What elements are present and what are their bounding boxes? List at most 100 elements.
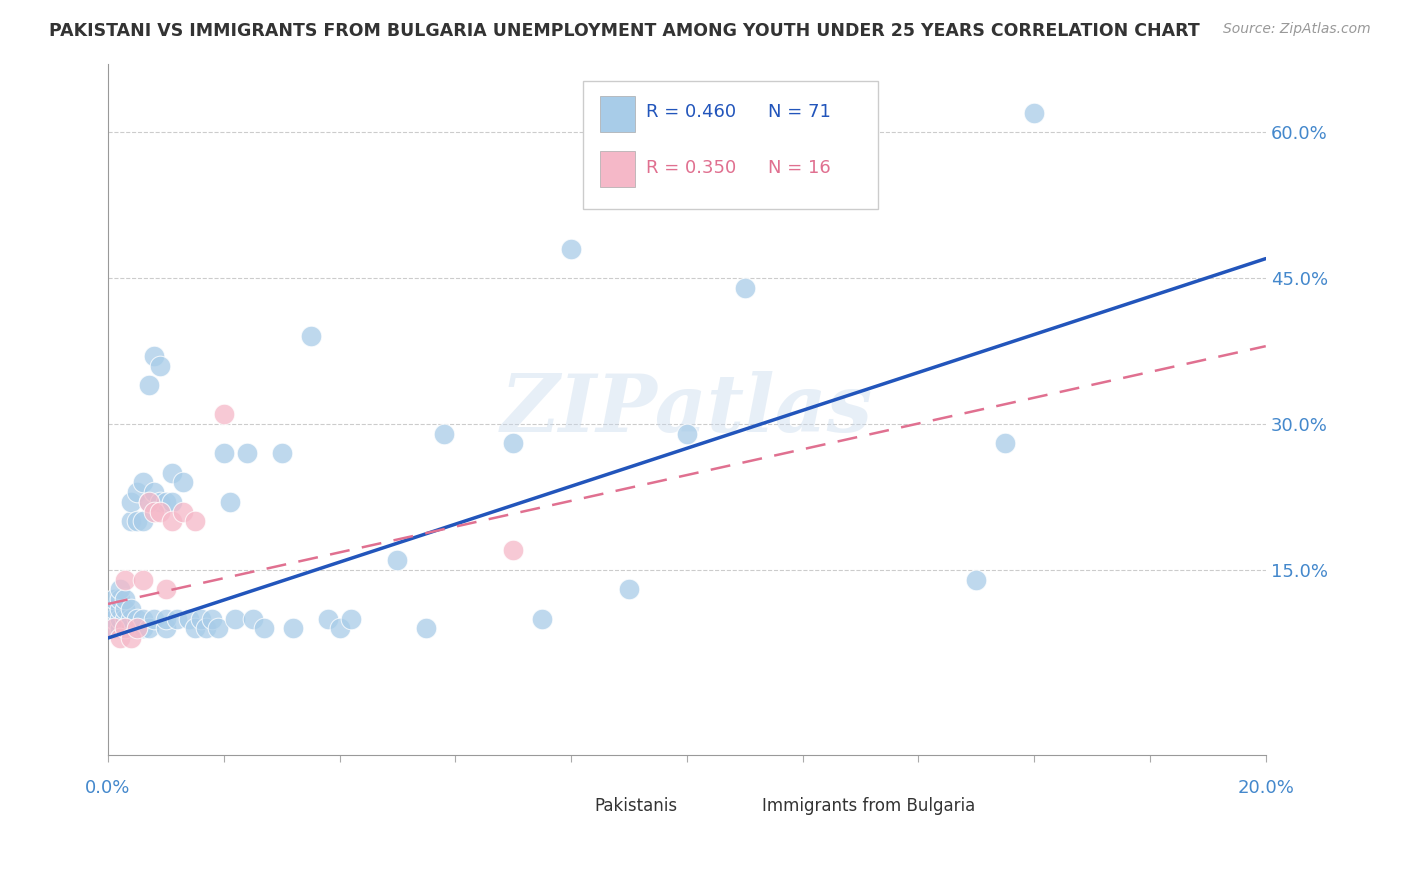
Point xyxy=(120,621,142,635)
Point xyxy=(172,475,194,490)
Point xyxy=(190,611,212,625)
Text: R = 0.350: R = 0.350 xyxy=(647,159,737,177)
Point xyxy=(184,514,207,528)
Point xyxy=(160,514,183,528)
Point xyxy=(994,436,1017,450)
Text: Source: ZipAtlas.com: Source: ZipAtlas.com xyxy=(1223,22,1371,37)
Point xyxy=(328,621,350,635)
Point xyxy=(138,378,160,392)
Point xyxy=(132,573,155,587)
Point xyxy=(103,621,125,635)
Point xyxy=(270,446,292,460)
Point xyxy=(155,582,177,597)
Point xyxy=(132,514,155,528)
Text: N = 71: N = 71 xyxy=(768,103,831,121)
Text: Pakistanis: Pakistanis xyxy=(595,797,678,815)
Point xyxy=(120,602,142,616)
Point xyxy=(114,611,136,625)
Point xyxy=(108,592,131,607)
Point xyxy=(103,621,125,635)
Point xyxy=(1024,105,1046,120)
Text: Immigrants from Bulgaria: Immigrants from Bulgaria xyxy=(762,797,976,815)
Point xyxy=(108,582,131,597)
FancyBboxPatch shape xyxy=(720,793,752,819)
Point xyxy=(433,426,456,441)
Point xyxy=(138,495,160,509)
Point xyxy=(155,621,177,635)
Point xyxy=(149,504,172,518)
Point xyxy=(125,611,148,625)
Point xyxy=(114,621,136,635)
Point xyxy=(103,592,125,607)
Point xyxy=(212,407,235,421)
Point xyxy=(143,485,166,500)
Point xyxy=(143,349,166,363)
Text: 0.0%: 0.0% xyxy=(86,779,131,797)
Point xyxy=(502,543,524,558)
Point xyxy=(132,475,155,490)
Point xyxy=(224,611,246,625)
Point xyxy=(132,621,155,635)
Point xyxy=(415,621,437,635)
Point xyxy=(120,495,142,509)
Point xyxy=(242,611,264,625)
FancyBboxPatch shape xyxy=(600,95,634,132)
Point xyxy=(316,611,339,625)
Point xyxy=(236,446,259,460)
Point xyxy=(114,573,136,587)
Point xyxy=(114,621,136,635)
Point xyxy=(120,631,142,645)
Point xyxy=(177,611,200,625)
Point xyxy=(299,329,322,343)
Point xyxy=(125,621,148,635)
Point xyxy=(212,446,235,460)
FancyBboxPatch shape xyxy=(600,151,634,187)
Text: PAKISTANI VS IMMIGRANTS FROM BULGARIA UNEMPLOYMENT AMONG YOUTH UNDER 25 YEARS CO: PAKISTANI VS IMMIGRANTS FROM BULGARIA UN… xyxy=(49,22,1199,40)
Point xyxy=(143,611,166,625)
Point xyxy=(218,495,240,509)
Text: R = 0.460: R = 0.460 xyxy=(647,103,737,121)
Point xyxy=(108,602,131,616)
Point xyxy=(103,611,125,625)
Point xyxy=(172,504,194,518)
Point xyxy=(143,504,166,518)
Text: N = 16: N = 16 xyxy=(768,159,831,177)
Point xyxy=(253,621,276,635)
Point xyxy=(108,631,131,645)
Point xyxy=(114,602,136,616)
Point xyxy=(132,611,155,625)
Point xyxy=(108,621,131,635)
Point xyxy=(160,466,183,480)
Point xyxy=(676,426,699,441)
Point xyxy=(138,621,160,635)
FancyBboxPatch shape xyxy=(554,793,586,819)
Point xyxy=(207,621,229,635)
Point xyxy=(120,514,142,528)
Point xyxy=(734,281,756,295)
Point xyxy=(195,621,218,635)
Point xyxy=(149,359,172,373)
Point xyxy=(125,514,148,528)
Point xyxy=(283,621,305,635)
Point xyxy=(617,582,640,597)
Point xyxy=(340,611,363,625)
Point xyxy=(502,436,524,450)
Point xyxy=(531,611,554,625)
Point xyxy=(184,621,207,635)
Point xyxy=(201,611,224,625)
Point xyxy=(155,611,177,625)
Point xyxy=(149,495,172,509)
Point xyxy=(160,495,183,509)
FancyBboxPatch shape xyxy=(582,81,877,209)
Point xyxy=(138,495,160,509)
Point xyxy=(166,611,188,625)
Point xyxy=(155,495,177,509)
Point xyxy=(125,621,148,635)
Text: 20.0%: 20.0% xyxy=(1237,779,1294,797)
Text: ZIPatlas: ZIPatlas xyxy=(501,371,873,448)
Point xyxy=(108,611,131,625)
Point xyxy=(965,573,987,587)
Point xyxy=(125,485,148,500)
Point xyxy=(120,611,142,625)
Point xyxy=(103,602,125,616)
